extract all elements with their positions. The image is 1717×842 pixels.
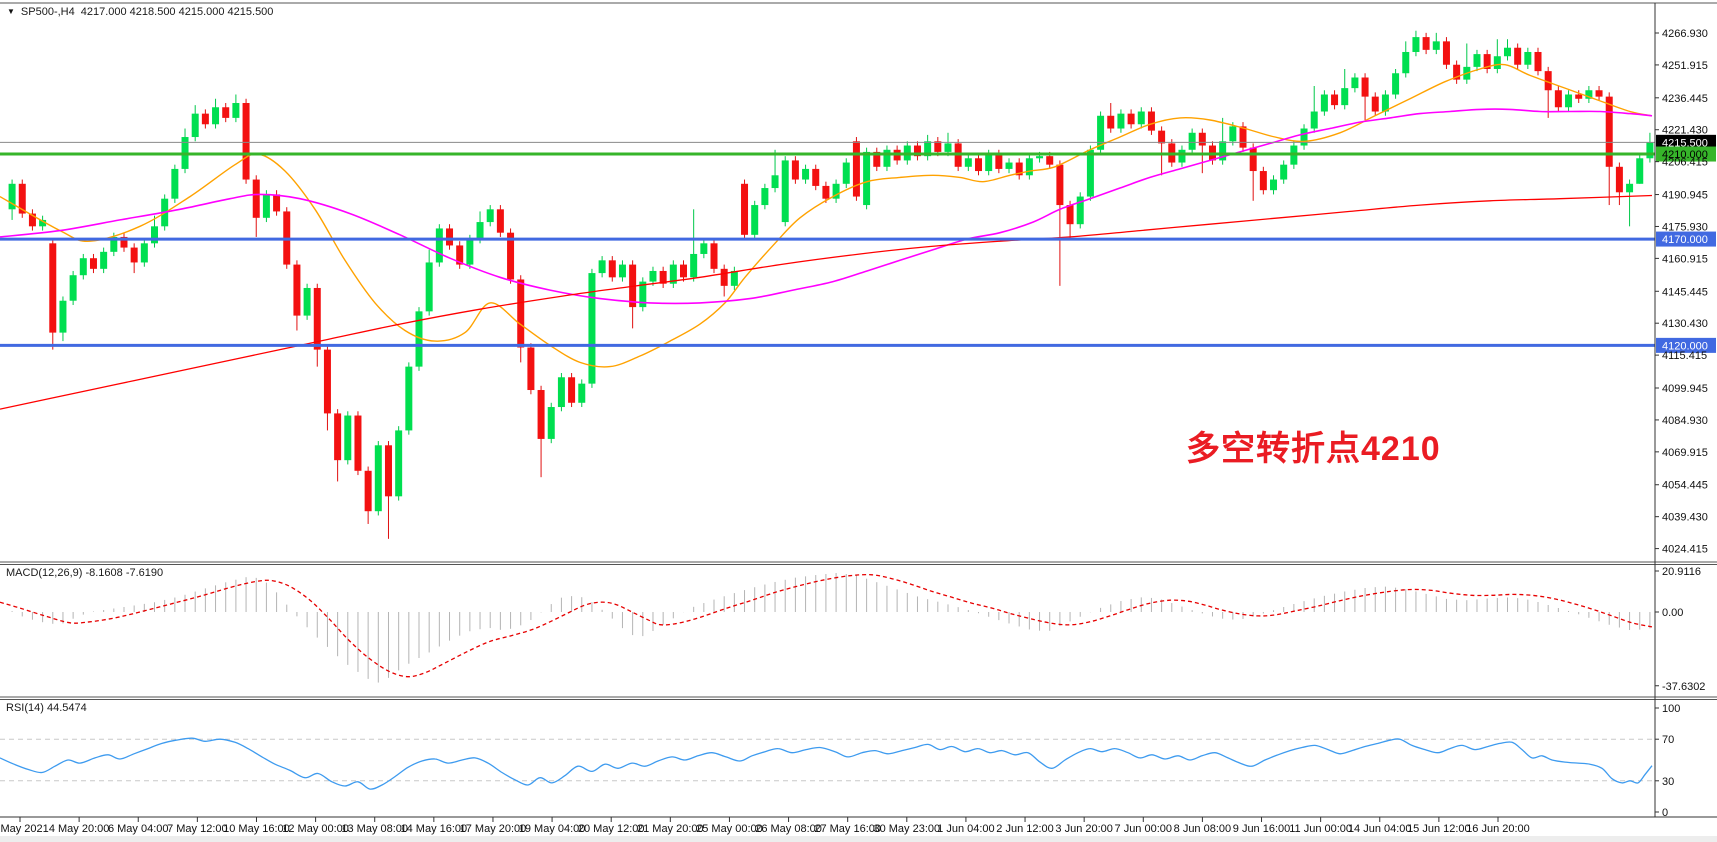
symbol-dropdown-icon[interactable]: ▼ [7,7,15,16]
time-axis-label: 10 May 16:00 [223,823,290,835]
time-axis-label: 14 Jun 04:00 [1348,823,1412,835]
time-axis-label: 15 Jun 12:00 [1407,823,1471,835]
ma-fast-orange [0,63,1653,368]
time-axis-label: 2 Jun 12:00 [996,823,1054,835]
time-axis-label: 9 Jun 16:00 [1233,823,1291,835]
time-axis-label: 1 Jun 04:00 [937,823,995,835]
symbol-quotes: 4217.000 4218.500 4215.000 4215.500 [80,6,274,18]
chart-annotation-text: 多空转折点4210 [1186,430,1441,468]
time-axis-label: 4 May 20:00 [49,823,110,835]
time-axis-label: 27 May 16:00 [814,823,881,835]
time-axis-label: 14 May 16:00 [401,823,468,835]
price-axis[interactable]: 4266.930 4251.915 4236.445 4221.430 4206.415… [1655,28,1708,556]
price-box-4210.000: 4210.000 [1662,149,1708,161]
rsi-axis-label: 70 [1662,734,1674,746]
macd-indicator-label: MACD(12,26,9) -8.1608 -7.6190 [6,567,164,579]
price-axis-label: 4084.930 [1662,415,1708,427]
time-axis-label: 11 Jun 00:00 [1289,823,1352,835]
time-axis-label: 8 Jun 08:00 [1174,823,1232,835]
time-axis-label: 26 May 08:00 [755,823,822,835]
time-axis-label: 17 May 20:00 [460,823,527,835]
price-axis-label: 4099.945 [1662,383,1708,395]
macd-pane: 20.9116 0.00 -37.6302 [0,566,1705,693]
time-axis-label: 12 May 00:00 [282,823,349,835]
time-axis-label: 6 May 04:00 [108,823,169,835]
price-axis-label: 4175.930 [1662,221,1708,233]
price-axis-label: 4054.445 [1662,480,1708,492]
macd-axis-label: -37.6302 [1662,681,1705,693]
ma-mid-magenta [0,108,1653,305]
price-box-4170.000: 4170.000 [1662,234,1708,246]
price-axis-label: 4130.430 [1662,318,1708,330]
bottom-strip [0,836,1717,842]
price-axis-label: 4069.915 [1662,447,1708,459]
price-axis-label: 4190.945 [1662,190,1708,202]
macd-signal-line [0,573,1653,678]
time-axis-label: 13 May 08:00 [341,823,408,835]
price-axis-label: 4251.915 [1662,60,1708,72]
price-axis-label: 4160.915 [1662,253,1708,265]
time-axis-label: 7 May 12:00 [167,823,228,835]
rsi-axis-label: 100 [1662,703,1680,715]
ma-slow-red [0,194,1653,410]
rsi-pane: 100 70 30 0 [0,703,1680,819]
time-axis-label: 3 May 2021 [0,823,49,835]
time-axis-label: 16 Jun 20:00 [1466,823,1530,835]
price-axis-label: 4206.415 [1662,157,1708,169]
price-axis-label: 4039.430 [1662,512,1708,524]
time-axis-label: 21 May 20:00 [637,823,704,835]
rsi-axis-label: 0 [1662,807,1668,819]
price-axis-label: 4024.415 [1662,544,1708,556]
time-axis-label: 25 May 00:00 [696,823,763,835]
time-axis-label: 7 Jun 00:00 [1115,823,1173,835]
rsi-indicator-label: RSI(14) 44.5474 [6,702,87,714]
price-axis-label: 4236.445 [1662,93,1708,105]
price-axis-label: 4145.445 [1662,286,1708,298]
macd-histogram [11,572,1651,683]
price-axis-label: 4115.415 [1662,350,1707,362]
time-axis-label: 20 May 12:00 [578,823,645,835]
time-axis-label: 19 May 04:00 [519,823,586,835]
rsi-axis-label: 30 [1662,776,1674,788]
price-axis-label: 4266.930 [1662,28,1708,40]
time-axis-label: 30 May 23:00 [873,823,940,835]
price-box-4120.000: 4120.000 [1662,340,1708,352]
rsi-line [0,737,1653,790]
symbol-name: SP500-,H4 [20,6,75,18]
macd-axis-label: 20.9116 [1662,566,1701,578]
macd-axis-label: 0.00 [1662,607,1683,619]
price-box-4215.500: 4215.500 [1662,137,1708,149]
pane-borders [0,2,1717,818]
symbol-header: ▼ SP500-,H4 4217.000 4218.500 4215.000 4… [7,6,273,18]
price-axis-label: 4221.430 [1662,125,1708,137]
time-axis-label: 3 Jun 20:00 [1055,823,1113,835]
